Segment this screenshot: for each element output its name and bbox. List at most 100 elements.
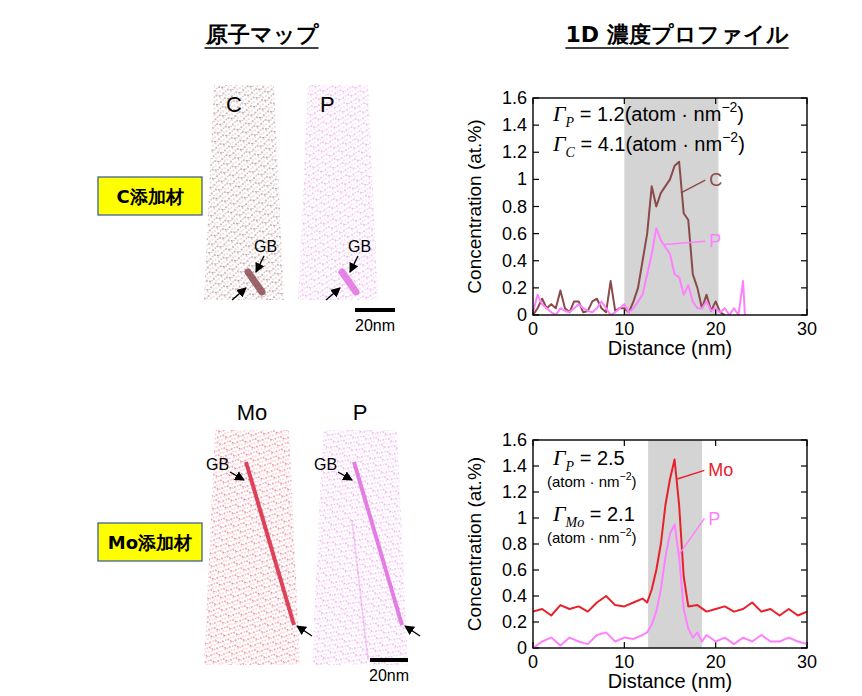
y-tick: [533, 465, 539, 466]
y-tick-label: 0.2: [502, 612, 527, 632]
x-tick-label: 10: [614, 319, 634, 339]
figure: 原子マップ1D 濃度プロファイルC添加材CGBPGB20nmMo添加材MoGBP…: [0, 0, 862, 696]
annotation-part: =: [574, 103, 597, 125]
atom-map: [204, 85, 284, 300]
y-tick-label: 1.2: [502, 142, 527, 162]
scale-bar-label: 20nm: [369, 667, 409, 684]
annotation: (atom · nm−2): [547, 526, 637, 546]
annotation-part: 1.2: [597, 103, 625, 125]
grain-boundary: [342, 272, 356, 292]
y-tick-label: 1.4: [502, 456, 527, 476]
x-tick-top: [715, 440, 716, 446]
y-tick-right: [801, 569, 807, 570]
plot-frame: [533, 440, 807, 648]
scale-bar: [355, 308, 395, 312]
y-tick-label: 0: [517, 638, 527, 658]
y-tick-label: 0.8: [502, 534, 527, 554]
annotation-part: ): [632, 473, 637, 490]
series-label: P: [709, 231, 721, 251]
element-label: P: [353, 400, 368, 425]
y-tick-label: 1.6: [502, 88, 527, 108]
annotation-part: −2: [721, 99, 737, 115]
y-tick-right: [801, 595, 807, 596]
grain-boundary: [246, 462, 294, 625]
element-label: C: [226, 92, 242, 117]
y-tick: [533, 152, 539, 153]
gb-arrow: [256, 256, 264, 272]
y-tick: [533, 621, 539, 622]
plot-frame: [533, 98, 807, 315]
row-label: C添加材: [116, 186, 183, 207]
x-axis-title: Distance (nm): [608, 670, 732, 692]
grain-boundary-faint: [352, 520, 368, 660]
gb-arrow: [405, 626, 420, 636]
y-tick-label: 0.6: [502, 560, 527, 580]
y-tick: [533, 206, 539, 207]
y-tick: [533, 569, 539, 570]
chart: 00.20.40.60.811.21.41.60102030Distance (…: [464, 88, 817, 359]
x-tick-label: 20: [706, 319, 726, 339]
y-tick-label: 1.4: [502, 115, 527, 135]
x-axis-title: Distance (nm): [608, 337, 732, 359]
gb-label: GB: [314, 456, 337, 473]
grain-boundary: [248, 272, 262, 292]
series-label: Mo: [708, 460, 733, 480]
annotation-part: Mo: [565, 515, 585, 530]
x-tick-label: 30: [797, 319, 817, 339]
annotation-part: −2: [722, 129, 738, 145]
y-tick-right: [801, 543, 807, 544]
annotation: (atom · nm−2): [547, 470, 637, 490]
series-label-leader: [679, 519, 704, 555]
y-tick: [533, 287, 539, 288]
chart: 00.20.40.60.811.21.41.60102030Distance (…: [464, 430, 817, 692]
annotation-part: =: [575, 133, 598, 155]
y-tick-right: [801, 491, 807, 492]
annotation-part: (atom · nm: [625, 103, 722, 125]
row-label: Mo添加材: [108, 532, 192, 553]
y-tick-label: 0.4: [502, 586, 527, 606]
x-tick-top: [624, 440, 625, 446]
annotation-part: −2: [620, 526, 632, 538]
annotation-part: ): [737, 103, 744, 125]
y-tick: [533, 125, 539, 126]
atom-map: [204, 430, 300, 665]
y-tick: [533, 491, 539, 492]
row-label-box: [98, 523, 202, 561]
annotation: ΓC = 4.1(atom · nm−2): [552, 129, 745, 160]
annotation-part: =: [574, 447, 597, 469]
y-tick-label: 1.6: [502, 430, 527, 450]
y-tick-right: [801, 287, 807, 288]
y-tick: [533, 260, 539, 261]
y-tick-right: [801, 125, 807, 126]
annotation-part: −2: [620, 470, 632, 482]
atom-map: [312, 430, 408, 665]
y-tick: [533, 233, 539, 234]
annotation-part: ): [738, 133, 745, 155]
annotation-part: =: [584, 503, 607, 525]
row-label-box: [98, 177, 202, 215]
y-tick-label: 0.8: [502, 197, 527, 217]
series-label: C: [709, 170, 722, 190]
annotation: ΓP = 1.2(atom · nm−2): [552, 99, 744, 130]
series-label-leader: [681, 180, 705, 193]
y-tick: [533, 517, 539, 518]
annotation-part: (atom · nm: [547, 473, 620, 490]
annotation-part: ): [632, 529, 637, 546]
gb-label: GB: [254, 238, 277, 255]
y-tick: [533, 543, 539, 544]
annotation-part: 2.5: [597, 447, 625, 469]
header: 原子マップ: [205, 22, 319, 47]
gb-arrow: [230, 472, 244, 480]
y-tick-right: [801, 465, 807, 466]
row-label-group: Mo添加材: [98, 523, 202, 561]
y-tick-label: 0.2: [502, 278, 527, 298]
series-label-leader: [665, 241, 706, 244]
y-tick-right: [801, 621, 807, 622]
y-tick-right: [801, 233, 807, 234]
x-tick: [624, 642, 625, 648]
x-tick-label: 30: [797, 652, 817, 672]
series-lines: [533, 162, 745, 315]
x-tick-label: 20: [706, 652, 726, 672]
x-tick-label: 10: [614, 652, 634, 672]
annotation: ΓP = 2.5: [552, 445, 625, 474]
